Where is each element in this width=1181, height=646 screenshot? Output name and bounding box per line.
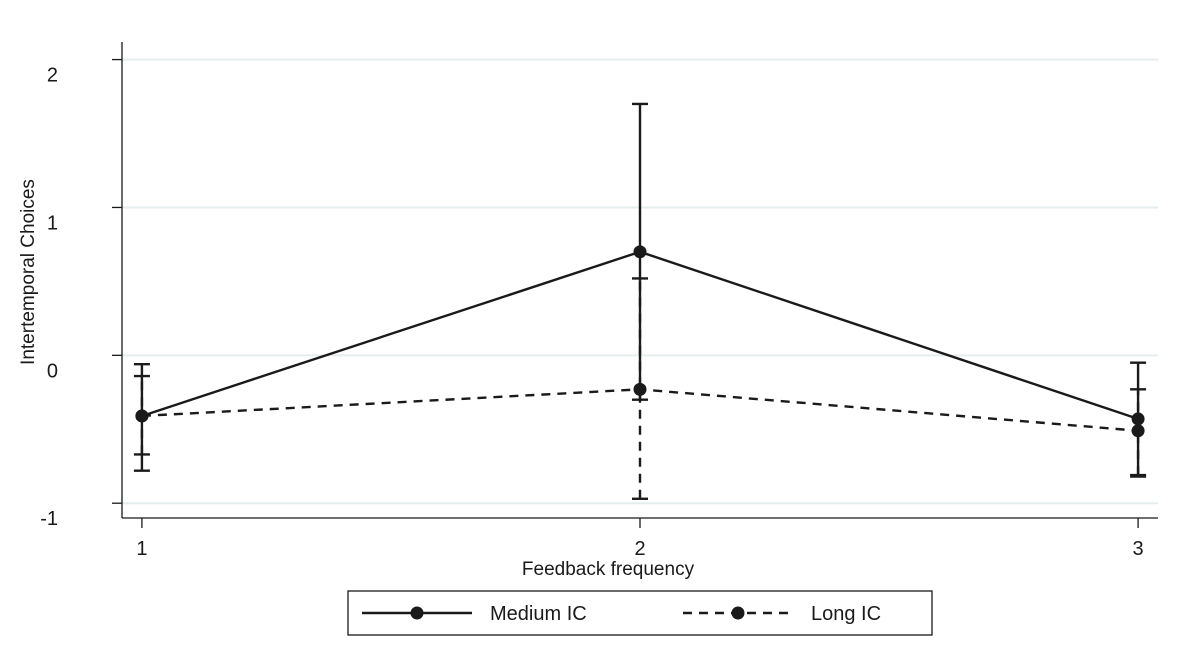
x-tick-label: 3	[1133, 538, 1144, 560]
axes: -1 0 1 2 1 2 3	[40, 42, 1158, 560]
legend-item: Medium IC	[362, 603, 587, 625]
y-tick-label: 2	[47, 65, 58, 87]
legend-marker	[731, 606, 745, 620]
data-point	[135, 409, 149, 423]
x-axis-title: Feedback frequency	[522, 559, 695, 580]
series-group	[133, 102, 1147, 500]
legend-label: Long IC	[811, 603, 881, 625]
y-tick-label: 1	[47, 212, 58, 234]
legend-label: Medium IC	[490, 603, 587, 625]
y-tick-label: -1	[40, 508, 58, 530]
legend-marker	[410, 606, 424, 620]
data-point	[1131, 424, 1145, 438]
legend-item: Long IC	[683, 603, 881, 625]
series-1	[133, 277, 1147, 500]
data-point	[633, 245, 647, 259]
x-tick-label: 1	[136, 538, 147, 560]
y-axis-title: Intertemporal Choices	[18, 179, 39, 365]
x-tick-label: 2	[634, 538, 645, 560]
legend: Medium IC Long IC	[347, 590, 933, 636]
data-point	[633, 382, 647, 396]
y-tick-label: 0	[47, 360, 58, 382]
